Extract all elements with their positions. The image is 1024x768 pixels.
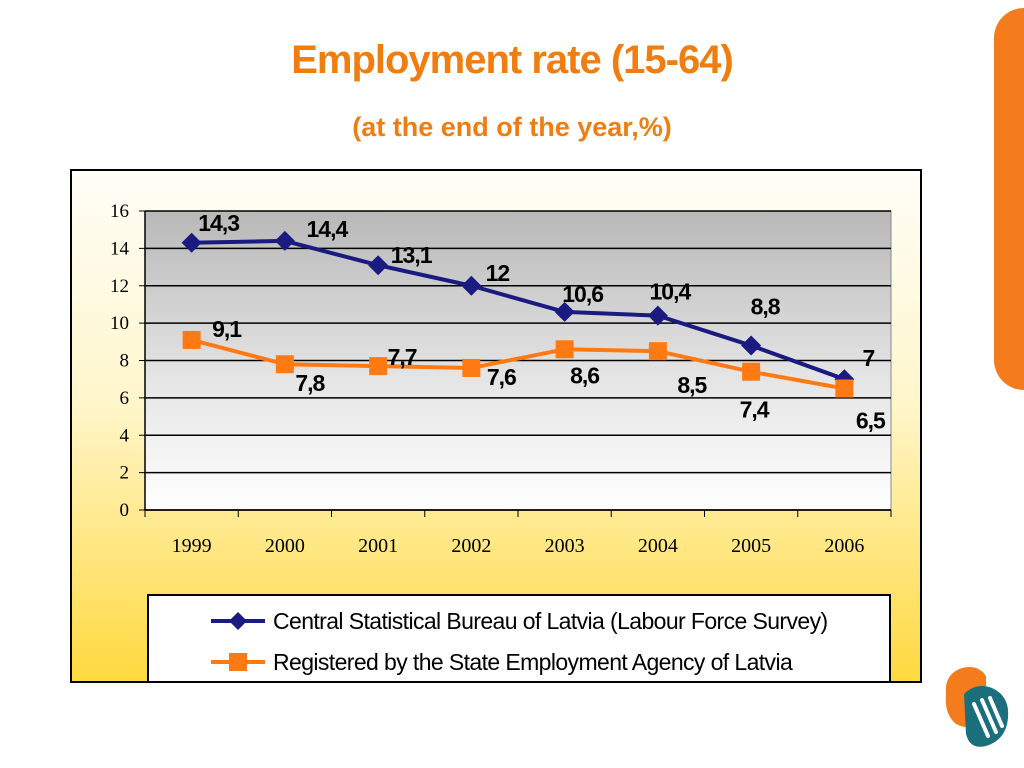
data-point-square	[742, 362, 761, 381]
data-point-diamond	[741, 335, 762, 356]
data-label: 9,1	[212, 316, 242, 342]
data-point-diamond	[647, 305, 668, 326]
data-label: 7	[862, 345, 874, 371]
data-point-square	[555, 340, 574, 359]
legend-diamond-marker-icon	[211, 612, 265, 630]
y-tick-label: 16	[110, 201, 129, 222]
data-point-square	[182, 330, 201, 349]
x-tick-label: 2003	[545, 535, 585, 557]
legend-item-series1: Central Statistical Bureau of Latvia (La…	[209, 606, 828, 636]
data-label: 8,6	[570, 362, 599, 388]
legend-item-series2: Registered by the State Employment Agenc…	[209, 647, 793, 677]
x-tick-label: 2000	[265, 535, 305, 557]
y-tick-label: 10	[110, 313, 129, 334]
x-tick-label: 1999	[172, 535, 212, 557]
data-label: 7,7	[388, 344, 417, 370]
y-tick-label: 8	[120, 351, 130, 372]
series-line-2	[191, 338, 845, 391]
data-point-diamond	[461, 275, 482, 296]
x-tick-label: 2005	[731, 535, 771, 557]
data-point-diamond	[274, 230, 295, 251]
x-tick-label: 2002	[451, 535, 491, 557]
data-point-square	[275, 355, 294, 374]
hands-logo-icon	[945, 667, 1009, 747]
data-point-diamond	[181, 232, 202, 253]
page-title: Employment rate (15-64)	[291, 38, 734, 82]
data-label: 13,1	[391, 242, 433, 268]
y-tick-label: 4	[120, 425, 130, 446]
data-point-square	[648, 342, 667, 361]
data-label: 8,8	[751, 294, 781, 320]
data-label: 7,8	[295, 370, 325, 396]
page-subtitle: (at the end of the year,%)	[352, 112, 672, 142]
data-label: 14,3	[198, 210, 239, 236]
data-point-diamond	[554, 301, 575, 322]
data-label: 10,4	[649, 279, 691, 305]
data-label: 10,6	[562, 281, 603, 307]
data-label: 6,5	[856, 408, 886, 434]
data-point-square	[835, 379, 854, 398]
data-point-diamond	[368, 255, 389, 276]
data-point-square	[462, 358, 481, 377]
legend-label-series2: Registered by the State Employment Agenc…	[273, 648, 793, 675]
y-tick-label: 2	[120, 463, 130, 484]
data-point-square	[369, 357, 388, 376]
data-label: 8,5	[677, 372, 707, 398]
legend-square-marker-icon	[211, 653, 265, 671]
x-tick-label: 2004	[638, 535, 678, 557]
x-tick-label: 2001	[358, 535, 398, 557]
x-tick-label: 2006	[824, 535, 864, 557]
side-tab-decoration	[994, 8, 1024, 390]
data-label: 12	[486, 260, 510, 286]
data-label: 7,6	[487, 364, 516, 390]
series-line-1	[191, 238, 846, 382]
y-tick-label: 14	[110, 238, 130, 259]
legend-label-series1: Central Statistical Bureau of Latvia (La…	[273, 607, 828, 634]
y-tick-label: 6	[120, 388, 130, 409]
data-label: 7,4	[740, 397, 770, 423]
y-tick-label: 0	[120, 500, 130, 521]
chart-legend: Central Statistical Bureau of Latvia (La…	[147, 594, 891, 683]
y-tick-label: 12	[110, 276, 129, 297]
data-label: 14,4	[306, 216, 348, 242]
